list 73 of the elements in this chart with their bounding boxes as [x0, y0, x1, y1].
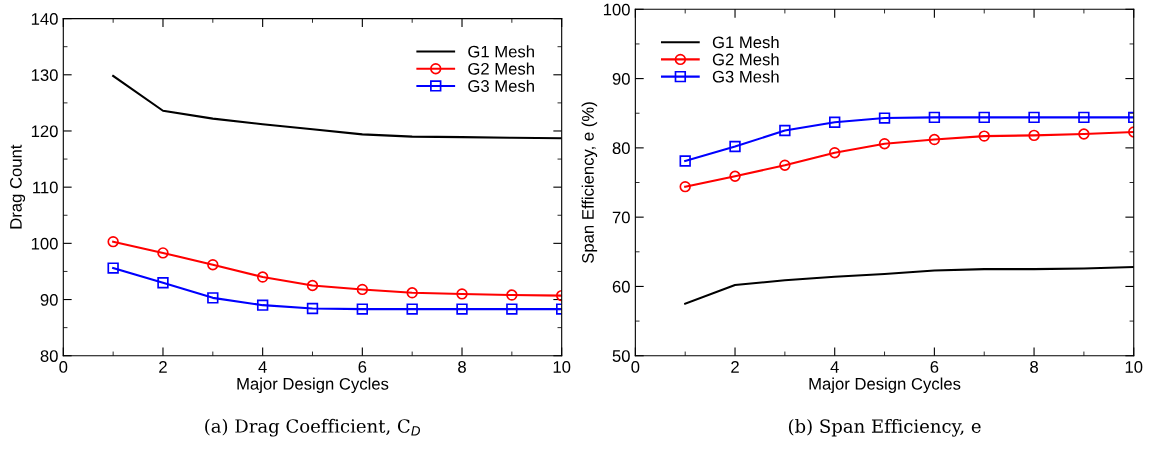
x-tick-label: 6	[358, 361, 367, 373]
point	[256, 271, 269, 283]
point	[456, 303, 468, 315]
point	[1028, 111, 1040, 124]
point	[878, 112, 891, 124]
y-tick-label: 120	[31, 125, 58, 138]
point	[207, 292, 219, 304]
text: (a) Drag Coefficient, C$_{D}$	[205, 418, 421, 437]
point	[406, 303, 418, 315]
y-tick-label: 60	[612, 280, 630, 293]
point	[729, 170, 741, 182]
legend-label: G3 Mesh	[712, 70, 779, 83]
legend-label: G1 Mesh	[712, 35, 779, 49]
x-tick-label: 6	[930, 361, 939, 373]
point	[306, 279, 319, 292]
x-tick-label: 2	[731, 361, 739, 373]
point	[928, 111, 941, 124]
point	[829, 147, 841, 159]
x-tick-label: 10	[553, 361, 571, 373]
y-tick-label: 50	[612, 350, 630, 362]
point	[456, 288, 468, 300]
x-tick-label: 10	[1125, 361, 1143, 373]
y-tick-label: 130	[31, 69, 58, 81]
point	[207, 259, 219, 271]
x-tick-label: 2	[159, 361, 167, 373]
point	[679, 180, 691, 193]
y-tick-label: 140	[31, 13, 58, 25]
y-tick-label: 80	[612, 142, 630, 155]
legend-label: G1 Mesh	[468, 45, 534, 58]
x-axis-title: Major Design Cycles	[237, 377, 389, 394]
point	[878, 138, 891, 150]
point	[506, 289, 518, 301]
legend-label: G3 Mesh	[468, 79, 534, 92]
x-tick-label: 0	[631, 361, 640, 373]
point	[306, 302, 319, 315]
x-tick-label: 4	[258, 361, 267, 373]
x-axis-title: Major Design Cycles	[809, 377, 961, 394]
point	[1078, 128, 1090, 140]
point	[107, 235, 119, 248]
point	[1078, 111, 1090, 124]
point	[779, 124, 791, 137]
y-axis-title: Drag Count	[9, 144, 26, 229]
point	[829, 116, 841, 128]
y-tick-label: 90	[612, 72, 630, 85]
point	[157, 247, 169, 259]
point	[928, 133, 941, 146]
x-tick-label: 8	[458, 361, 466, 373]
point	[978, 111, 990, 124]
y-tick-label: 70	[612, 211, 630, 224]
legend-label: G2 Mesh	[712, 53, 779, 66]
point	[1028, 129, 1040, 142]
y-axis-title: Span Efficiency, e (%)	[581, 102, 598, 263]
y-tick-label: 90	[40, 293, 58, 306]
point	[506, 303, 518, 315]
point	[679, 155, 691, 167]
x-tick-label: 8	[1030, 361, 1038, 373]
x-tick-label: 4	[830, 361, 839, 373]
point	[157, 276, 169, 289]
point	[356, 303, 369, 315]
x-tick-label: 0	[59, 361, 68, 373]
y-tick-label: 110	[33, 181, 58, 194]
y-tick-label: 100	[603, 3, 630, 16]
point	[256, 299, 269, 311]
text: (b) Span Efficiency, e	[788, 418, 981, 437]
point	[356, 283, 369, 296]
point	[978, 130, 990, 142]
point	[107, 262, 119, 274]
y-tick-label: 100	[31, 237, 58, 250]
y-tick-label: 80	[40, 350, 58, 362]
point	[729, 140, 741, 153]
legend-label: G2 Mesh	[468, 62, 534, 75]
point	[779, 159, 791, 171]
point	[406, 287, 418, 299]
